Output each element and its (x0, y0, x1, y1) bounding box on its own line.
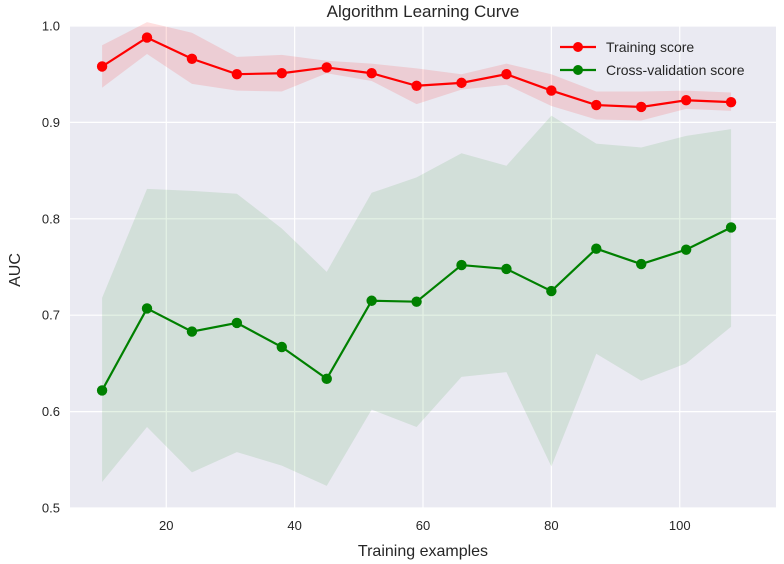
y-tick-label: 0.9 (42, 115, 60, 130)
y-axis-label: AUC (7, 253, 24, 287)
data-point-cross-validation (456, 259, 467, 271)
x-tick-label: 60 (416, 518, 430, 533)
data-point-training (141, 32, 153, 43)
data-point-cross-validation (501, 263, 512, 275)
data-point-training (546, 85, 557, 96)
legend: Training score Cross-validation score (560, 39, 745, 78)
data-point-cross-validation (321, 373, 332, 385)
x-tick-label: 40 (287, 518, 301, 533)
data-point-cross-validation (231, 317, 243, 329)
legend-marker-training (573, 42, 583, 52)
data-point-training (411, 80, 422, 91)
legend-label-cross-validation: Cross-validation score (606, 62, 745, 78)
y-tick-label: 0.6 (42, 404, 60, 419)
data-point-training (725, 96, 737, 108)
data-point-cross-validation (276, 341, 287, 353)
data-point-training (501, 69, 512, 80)
data-point-cross-validation (546, 285, 557, 297)
series-points (96, 32, 737, 396)
data-point-cross-validation (141, 303, 153, 314)
legend-marker-cross-validation (573, 65, 583, 75)
x-axis-label: Training examples (358, 543, 488, 560)
data-point-training (591, 99, 602, 111)
y-tick-label: 0.5 (42, 501, 60, 516)
y-tick-label: 1.0 (42, 19, 60, 34)
legend-item-cross-validation: Cross-validation score (560, 62, 745, 78)
data-point-training (636, 101, 647, 113)
data-point-training (680, 95, 692, 106)
data-point-cross-validation (411, 296, 422, 307)
data-point-training (186, 53, 198, 64)
x-tick-label: 100 (669, 518, 691, 533)
data-point-training (321, 62, 332, 73)
data-point-cross-validation (96, 385, 108, 396)
x-tick-label: 80 (544, 518, 558, 533)
data-point-cross-validation (725, 222, 737, 233)
grid-lines (70, 25, 776, 509)
data-point-cross-validation (636, 258, 647, 270)
data-point-training (366, 68, 377, 79)
data-point-training (231, 69, 243, 80)
x-axis-ticks: 20 40 60 80 100 (159, 518, 691, 533)
legend-label-training: Training score (606, 39, 694, 55)
data-point-training (96, 61, 108, 72)
y-tick-label: 0.8 (42, 211, 60, 226)
y-tick-label: 0.7 (42, 308, 60, 323)
y-axis-ticks: 0.5 0.6 0.7 0.8 0.9 1.0 (42, 19, 60, 516)
data-point-cross-validation (186, 326, 198, 337)
data-point-cross-validation (680, 244, 692, 255)
data-point-training (276, 68, 287, 79)
data-point-cross-validation (591, 243, 602, 254)
data-point-cross-validation (366, 295, 377, 306)
chart-title: Algorithm Learning Curve (327, 2, 520, 21)
x-tick-label: 20 (159, 518, 173, 533)
legend-item-training: Training score (560, 39, 694, 55)
data-point-training (456, 77, 467, 89)
band-training (102, 22, 732, 121)
